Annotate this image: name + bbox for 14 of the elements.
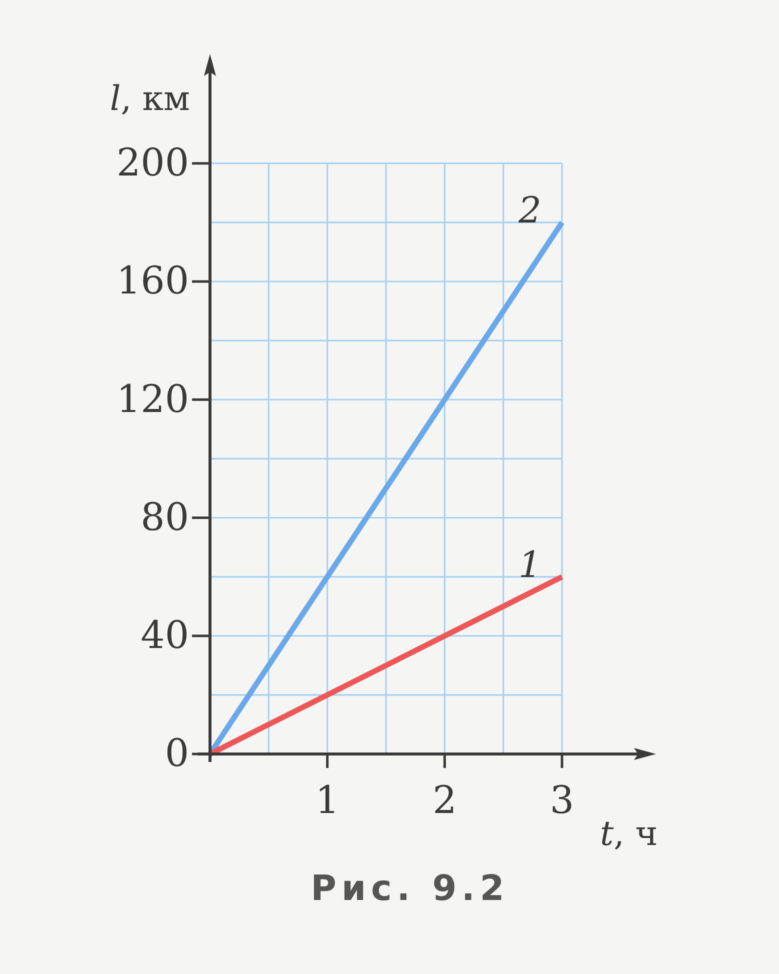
y-tick-label: 0: [164, 731, 189, 776]
x-tick-label: 2: [432, 778, 457, 822]
y-tick-label: 80: [140, 494, 189, 539]
y-tick-label: 200: [116, 140, 189, 185]
x-tick-label: 3: [550, 778, 574, 822]
x-axis-title: t, ч: [600, 814, 658, 854]
y-tick-label: 160: [116, 258, 189, 303]
x-tick-label: 1: [315, 778, 340, 822]
y-axis-title: l, км: [110, 79, 190, 119]
y-tick-label: 120: [116, 376, 189, 421]
y-tick-label: 40: [140, 613, 189, 658]
text: Рис. 9.2: [310, 869, 510, 909]
series-label: 2: [518, 190, 542, 232]
series-label: 1: [518, 544, 542, 586]
